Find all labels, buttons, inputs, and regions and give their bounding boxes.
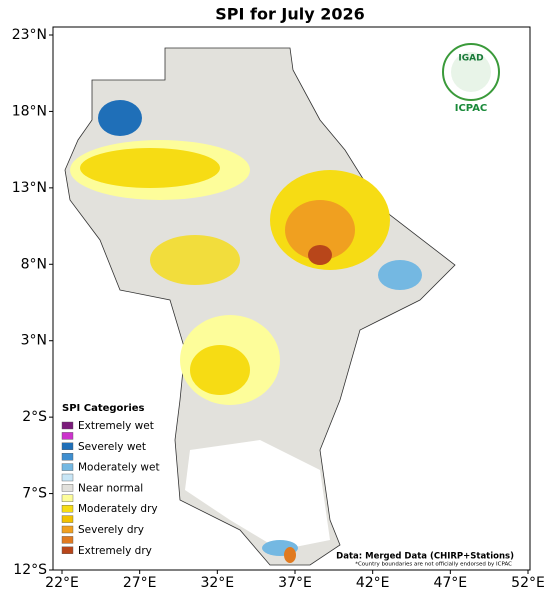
lat-tick-label: 8°N <box>21 256 47 272</box>
legend-swatch <box>61 515 74 523</box>
dry-area <box>284 547 296 563</box>
dry-area <box>285 200 355 260</box>
dry-area <box>308 245 332 265</box>
legend-swatch <box>61 432 74 440</box>
logo-text: ICPAC <box>455 103 488 114</box>
legend-label: Extremely wet <box>78 420 154 432</box>
lat-tick-label: 13°N <box>12 180 47 196</box>
logo: IGAD ICPAC <box>442 43 500 114</box>
disclaimer: *Country boundaries are not officially e… <box>355 562 512 568</box>
lon-tick-label: 52°E <box>511 575 545 591</box>
lat-tick-label: 18°N <box>12 103 47 119</box>
legend-swatch <box>61 453 74 461</box>
legend-label: Severely dry <box>78 524 144 536</box>
lat-tick-label: 2°S <box>22 409 47 425</box>
legend-label: Moderately dry <box>78 503 158 515</box>
dry-area <box>80 148 220 188</box>
lat-tick-label: 3°N <box>21 333 47 349</box>
lon-tick-label: 32°E <box>200 575 234 591</box>
data-source: Data: Merged Data (CHIRP+Stations) <box>336 552 514 562</box>
lon-tick-label: 22°E <box>45 575 79 591</box>
legend-label: Severely wet <box>78 441 146 453</box>
lon-tick-label: 37°E <box>278 575 312 591</box>
dry-area <box>190 345 250 395</box>
legend-label: Extremely dry <box>78 545 152 557</box>
legend-label: Near normal <box>78 482 143 494</box>
legend-swatch <box>61 473 74 482</box>
legend-swatch <box>61 463 74 471</box>
logo-text: IGAD <box>458 54 483 64</box>
no-data-area <box>185 440 330 550</box>
lat-tick-label: 23°N <box>12 27 47 43</box>
lon-tick-label: 27°E <box>123 575 157 591</box>
legend-label: Moderately wet <box>78 462 160 474</box>
legend-swatch <box>61 546 74 554</box>
region <box>64 47 456 566</box>
dry-area <box>150 235 240 285</box>
wet-area <box>378 260 422 290</box>
legend-swatch <box>61 536 74 544</box>
lon-tick-label: 47°E <box>433 575 467 591</box>
legend-swatch <box>61 442 74 450</box>
wet-area <box>98 100 142 136</box>
legend-swatch <box>61 421 74 430</box>
legend-swatch <box>61 494 74 502</box>
lat-tick-label: 7°S <box>22 486 47 502</box>
logo-globe <box>451 52 491 92</box>
lat-tick-label: 12°S <box>13 562 47 578</box>
lon-tick-label: 42°E <box>356 575 390 591</box>
legend-swatch <box>61 525 74 534</box>
legend: SPI Categories Extremely wet Severely wet… <box>61 403 160 557</box>
legend-title: SPI Categories <box>62 403 145 414</box>
legend-swatch <box>61 505 74 513</box>
map-title: SPI for July 2026 <box>215 5 365 24</box>
legend-swatch <box>61 484 74 492</box>
